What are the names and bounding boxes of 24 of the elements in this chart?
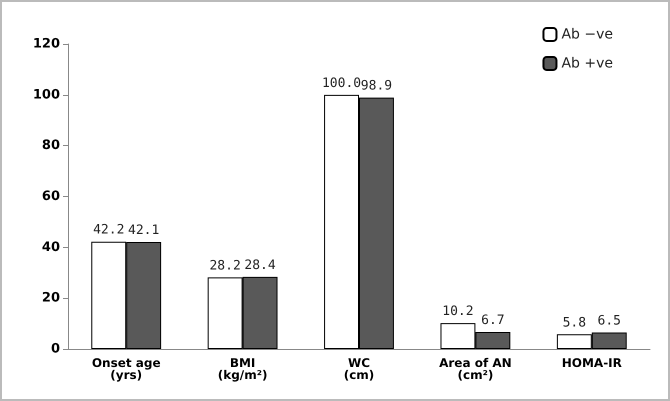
data-label: 28.2 — [209, 258, 241, 274]
y-tick-label: 120 — [32, 36, 60, 52]
data-label: 5.8 — [562, 315, 586, 330]
y-tick-label: 60 — [42, 189, 60, 204]
legend-label: Ab +ve — [561, 56, 614, 72]
x-tick-label: HOMA-IR — [562, 356, 622, 370]
data-label: 42.1 — [128, 222, 160, 238]
x-tick-label: Area of AN (cm²) — [439, 356, 512, 382]
data-label: 98.9 — [360, 78, 392, 94]
x-tick-label: BMI (kg/m²) — [218, 356, 268, 382]
x-tick-label: WC (cm) — [344, 356, 374, 382]
y-tick-label: 100 — [32, 87, 60, 102]
data-label: 10.2 — [442, 304, 474, 320]
x-tick-label: Onset age (yrs) — [92, 356, 161, 382]
y-tick-label: 20 — [42, 290, 60, 306]
y-tick-label: 40 — [42, 240, 60, 255]
legend-label: Ab −ve — [561, 26, 614, 42]
data-label: 100.0 — [322, 76, 362, 91]
data-label: 28.4 — [244, 258, 276, 273]
data-label: 6.7 — [481, 312, 505, 328]
data-label: 42.2 — [93, 222, 124, 238]
y-tick-label: 0 — [50, 342, 60, 356]
y-tick-label: 80 — [42, 138, 60, 154]
data-label: 6.5 — [598, 313, 621, 328]
